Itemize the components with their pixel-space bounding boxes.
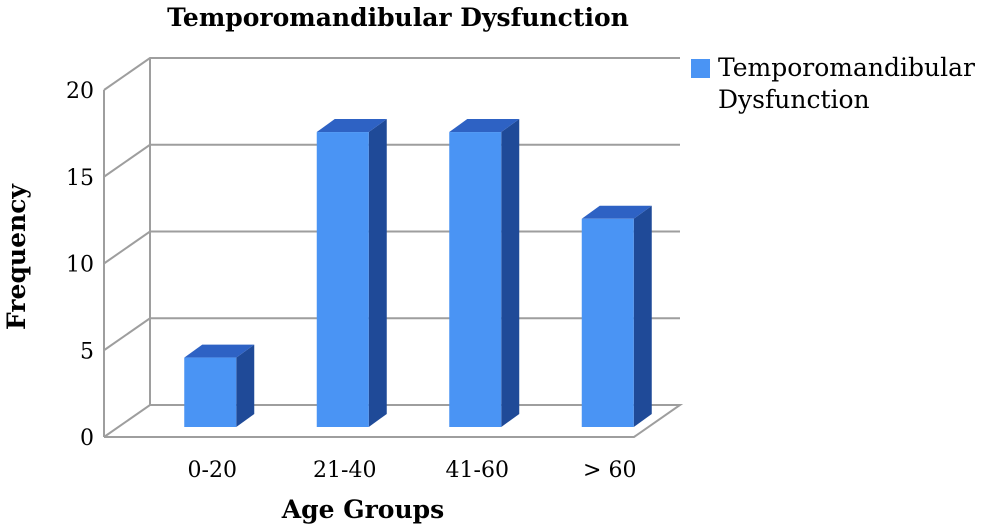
- bar: [449, 119, 520, 428]
- floor-gridline: [103, 404, 684, 438]
- gridline: [103, 143, 680, 178]
- legend-label-line: Dysfunction: [718, 85, 870, 114]
- bar: [581, 205, 652, 427]
- x-tick-label: > 60: [583, 458, 636, 483]
- y-tick-label: 10: [66, 253, 94, 278]
- bar: [184, 344, 255, 427]
- y-tick-label: 5: [80, 339, 94, 364]
- bar-top-face: [184, 344, 255, 358]
- gridline: [103, 57, 680, 91]
- y-tick-label: 15: [66, 166, 94, 191]
- legend-label-line: Temporomandibular: [718, 53, 975, 82]
- x-tick-label: 41-60: [446, 458, 509, 483]
- chart-title: Temporomandibular Dysfunction: [167, 3, 629, 32]
- x-axis-ticks: 0-20 21-40 41-60 > 60: [188, 458, 637, 483]
- bar-top-face: [581, 205, 652, 219]
- bar-front-face: [581, 218, 634, 427]
- x-axis-title: Age Groups: [281, 495, 444, 524]
- gridlines: [103, 57, 684, 438]
- bar-top-face: [316, 119, 387, 133]
- bar-side-face: [368, 119, 387, 428]
- bar-front-face: [316, 132, 369, 428]
- legend-label: Temporomandibular Dysfunction: [718, 53, 975, 114]
- bars: [184, 119, 652, 428]
- y-tick-label: 0: [80, 426, 94, 451]
- bar-front-face: [449, 132, 502, 428]
- bar-side-face: [633, 205, 652, 427]
- x-tick-label: 21-40: [313, 458, 376, 483]
- legend: Temporomandibular Dysfunction: [691, 53, 975, 114]
- bar-front-face: [184, 357, 237, 427]
- y-tick-label: 20: [66, 79, 94, 104]
- y-axis-ticks: 0 5 10 15 20: [66, 79, 94, 451]
- bar: [316, 119, 387, 428]
- legend-swatch: [691, 59, 710, 78]
- bar-side-face: [501, 119, 520, 428]
- y-axis-title: Frequency: [2, 183, 31, 330]
- bar-top-face: [449, 119, 520, 133]
- bar-side-face: [236, 344, 255, 427]
- x-tick-label: 0-20: [188, 458, 237, 483]
